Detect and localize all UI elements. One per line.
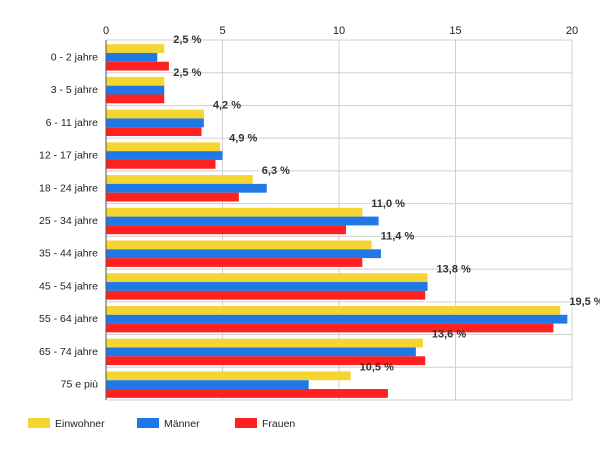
category-label: 18 - 24 jahre xyxy=(39,182,98,194)
bar-m-nner xyxy=(106,380,309,390)
bar-einwohner xyxy=(106,240,372,250)
category-label: 0 - 2 jahre xyxy=(51,51,98,63)
bar-frauen xyxy=(106,225,346,235)
x-tick-label: 15 xyxy=(449,25,461,37)
category-label: 65 - 74 jahre xyxy=(39,346,98,358)
bar-frauen xyxy=(106,192,239,202)
data-label: 11,4 % xyxy=(381,231,415,243)
data-label: 19,5 % xyxy=(569,296,600,308)
category-label: 35 - 44 jahre xyxy=(39,248,98,260)
data-label: 4,9 % xyxy=(229,132,257,144)
x-tick-label: 0 xyxy=(103,25,109,37)
bar-frauen xyxy=(106,389,388,398)
bar-m-nner xyxy=(106,249,381,259)
bar-m-nner xyxy=(106,151,223,160)
data-label: 10,5 % xyxy=(360,361,394,373)
data-label: 13,6 % xyxy=(432,329,466,341)
category-label: 55 - 64 jahre xyxy=(39,313,98,325)
bar-m-nner xyxy=(106,314,568,324)
bar-einwohner xyxy=(106,109,204,119)
bar-frauen xyxy=(106,356,426,366)
data-label: 4,2 % xyxy=(213,100,241,112)
category-label: 45 - 54 jahre xyxy=(39,280,98,292)
bar-einwohner xyxy=(106,76,165,86)
bar-frauen xyxy=(106,159,216,169)
bar-frauen xyxy=(106,323,554,333)
bar-m-nner xyxy=(106,347,416,357)
bar-m-nner xyxy=(106,52,158,62)
bar-m-nner xyxy=(106,85,165,95)
category-label: 3 - 5 jahre xyxy=(51,84,98,96)
category-label: 25 - 34 jahre xyxy=(39,215,98,227)
bar-m-nner xyxy=(106,183,267,193)
bar-einwohner xyxy=(106,338,423,348)
legend-swatch xyxy=(235,418,257,428)
data-label: 6,3 % xyxy=(262,165,290,177)
data-label: 2,5 % xyxy=(173,67,201,79)
bar-frauen xyxy=(106,290,426,300)
bar-einwohner xyxy=(106,44,165,53)
legend-label: Frauen xyxy=(262,418,295,430)
data-label: 2,5 % xyxy=(173,34,201,46)
x-tick-label: 20 xyxy=(566,25,578,37)
data-label: 11,0 % xyxy=(371,198,405,210)
legend-swatch xyxy=(137,418,159,428)
category-label: 12 - 17 jahre xyxy=(39,150,98,162)
x-tick-label: 10 xyxy=(333,25,345,37)
category-label: 6 - 11 jahre xyxy=(46,117,98,129)
bar-einwohner xyxy=(106,142,221,152)
bar-m-nner xyxy=(106,216,379,226)
bar-frauen xyxy=(106,94,165,104)
legend-label: Einwohner xyxy=(55,418,105,430)
category-label: 75 e più xyxy=(61,379,99,391)
bar-einwohner xyxy=(106,305,561,315)
bar-einwohner xyxy=(106,207,363,217)
bar-einwohner xyxy=(106,371,351,381)
bar-m-nner xyxy=(106,118,204,128)
bar-einwohner xyxy=(106,175,253,184)
bar-einwohner xyxy=(106,273,428,283)
x-tick-label: 5 xyxy=(219,25,225,37)
bar-m-nner xyxy=(106,282,428,291)
bar-frauen xyxy=(106,61,169,71)
bar-frauen xyxy=(106,258,363,267)
legend-swatch xyxy=(28,418,50,428)
legend-label: Männer xyxy=(164,418,200,430)
bar-frauen xyxy=(106,127,202,137)
data-label: 13,8 % xyxy=(437,263,471,275)
